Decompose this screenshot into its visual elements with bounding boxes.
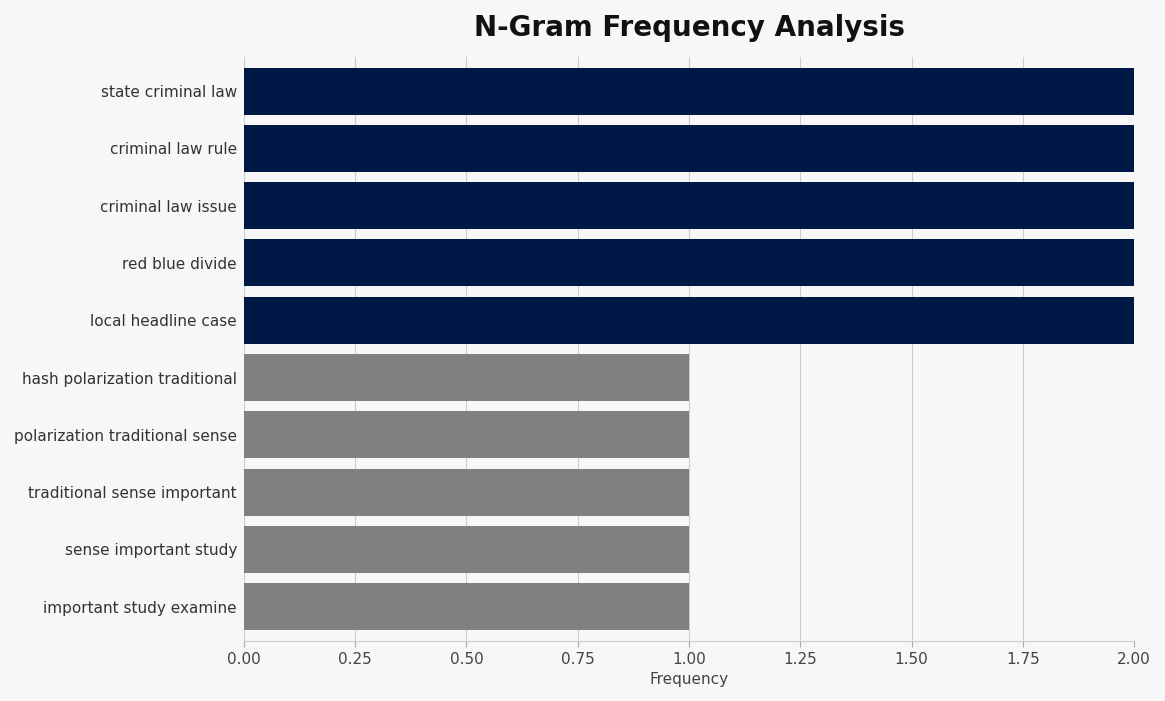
Bar xyxy=(243,297,1135,343)
Bar xyxy=(243,469,1135,516)
Bar xyxy=(243,182,1135,229)
Bar xyxy=(243,526,1135,573)
Bar xyxy=(243,526,689,573)
Bar xyxy=(243,297,1135,343)
Bar xyxy=(243,411,689,458)
Bar xyxy=(243,354,689,401)
Bar xyxy=(243,411,1135,458)
Title: N-Gram Frequency Analysis: N-Gram Frequency Analysis xyxy=(473,14,904,42)
Bar xyxy=(243,583,689,630)
Bar xyxy=(243,583,1135,630)
Bar xyxy=(243,182,1135,229)
Bar xyxy=(243,240,1135,287)
X-axis label: Frequency: Frequency xyxy=(649,672,728,687)
Bar xyxy=(243,67,1135,114)
Bar xyxy=(243,469,689,516)
Bar xyxy=(243,354,1135,401)
Bar xyxy=(243,125,1135,172)
Bar xyxy=(243,67,1135,114)
Bar xyxy=(243,240,1135,287)
Bar xyxy=(243,125,1135,172)
